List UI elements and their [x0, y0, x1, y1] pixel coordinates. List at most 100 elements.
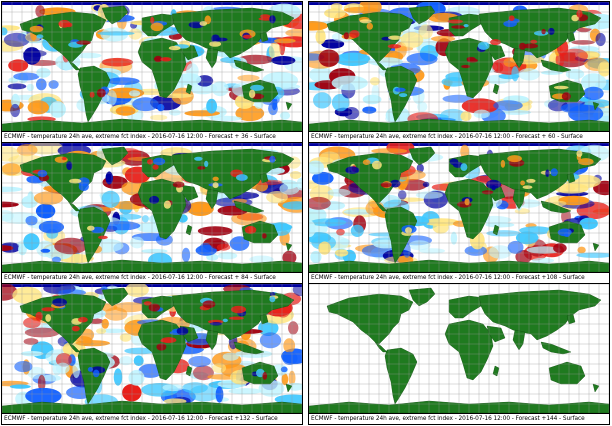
anomaly-blob [362, 94, 382, 105]
anomaly-blob [113, 302, 146, 313]
continent [285, 383, 293, 393]
anomaly-blob [335, 52, 371, 66]
anomaly-blob [369, 77, 380, 86]
anomaly-blob [152, 164, 159, 170]
anomaly-blob [486, 179, 502, 189]
anomaly-blob [212, 363, 227, 374]
anomaly-blob [197, 226, 233, 236]
anomaly-blob [216, 243, 231, 251]
anomaly-blob [324, 8, 346, 19]
anomaly-blob [545, 169, 550, 177]
anomaly-blob [209, 115, 242, 122]
anomaly-blob [187, 201, 214, 216]
anomaly-blob [25, 387, 62, 405]
anomaly-blob [65, 22, 73, 28]
anomaly-blob [282, 351, 298, 365]
anomaly-blob [176, 327, 189, 336]
anomaly-blob [508, 15, 515, 21]
map-area [309, 143, 609, 272]
anomaly-blob [359, 19, 372, 24]
anomaly-blob [26, 83, 35, 92]
anomaly-blob [561, 48, 588, 64]
anomaly-blob [503, 57, 517, 67]
anomaly-blob [199, 21, 208, 26]
anomaly-blob [318, 241, 331, 255]
anomaly-blob [41, 307, 55, 312]
anomaly-blob [138, 363, 163, 378]
continent [185, 83, 193, 95]
continent [540, 200, 572, 214]
anomaly-blob [141, 215, 149, 223]
anomaly-blob [244, 225, 257, 234]
anomaly-blob [96, 328, 107, 334]
anomaly-blob [258, 380, 285, 397]
anomaly-blob [343, 6, 378, 14]
lat-lon-grid [309, 284, 609, 413]
continent [492, 365, 500, 377]
anomaly-blob [534, 30, 549, 36]
anomaly-blob [493, 100, 523, 111]
anomaly-blob [343, 32, 350, 40]
anomaly-blob [576, 150, 583, 157]
anomaly-blob [133, 355, 144, 366]
anomaly-blob [550, 168, 558, 177]
anomaly-blob [175, 73, 202, 86]
continent [101, 146, 129, 166]
anomaly-blob [290, 171, 302, 179]
anomaly-blob [210, 322, 223, 326]
anomaly-blob [172, 181, 185, 188]
continent [233, 200, 265, 214]
anomaly-blob [16, 144, 38, 157]
anomaly-blob [119, 333, 132, 342]
panel-caption: ECMWF - temperature 24h ave, extreme fct… [2, 131, 302, 142]
anomaly-blob [522, 43, 538, 49]
anomaly-blob [282, 201, 302, 210]
anomaly-blob [150, 22, 164, 32]
anomaly-blob [72, 360, 81, 379]
anomaly-blob [113, 368, 123, 386]
anomaly-blob [101, 190, 120, 208]
anomaly-blob [310, 218, 347, 227]
anomaly-blob [27, 191, 34, 205]
panel-caption: ECMWF - temperature 24h ave, extreme fct… [2, 413, 302, 424]
anomaly-blob [339, 238, 350, 246]
anomaly-blob [141, 248, 168, 254]
anomaly-blob [576, 10, 583, 18]
anomaly-blob [153, 157, 166, 166]
anomaly-blob [269, 292, 276, 297]
continent [492, 224, 500, 236]
anomaly-blob [229, 316, 244, 320]
anomaly-blob [2, 245, 14, 251]
anomaly-blob [541, 28, 546, 35]
anomaly-blob [188, 356, 211, 367]
continent [592, 383, 600, 393]
map-area [309, 284, 609, 413]
anomaly-blob [519, 226, 553, 235]
anomaly-blob [76, 40, 91, 45]
anomaly-blob [242, 34, 252, 39]
anomaly-blob [366, 22, 373, 30]
world-map [2, 284, 302, 413]
anomaly-blob [100, 328, 127, 333]
anomaly-blob [417, 101, 428, 112]
world-map [309, 2, 609, 131]
anomaly-blob [37, 374, 46, 392]
anomaly-blob [464, 245, 487, 256]
anomaly-blob [181, 247, 191, 263]
anomaly-blob [406, 52, 438, 66]
continent [185, 224, 193, 236]
anomaly-blob [442, 94, 475, 103]
anomaly-blob [486, 230, 521, 237]
anomaly-blob [309, 67, 333, 83]
continent [233, 59, 265, 73]
anomaly-blob [388, 35, 402, 40]
continent [540, 59, 572, 73]
anomaly-blob [9, 384, 31, 389]
anomaly-blob [441, 77, 467, 87]
anomaly-blob [35, 203, 56, 219]
anomaly-blob [271, 95, 278, 111]
world-map [2, 2, 302, 131]
anomaly-blob [321, 39, 345, 49]
anomaly-blob [98, 235, 108, 240]
anomaly-blob [477, 41, 490, 50]
